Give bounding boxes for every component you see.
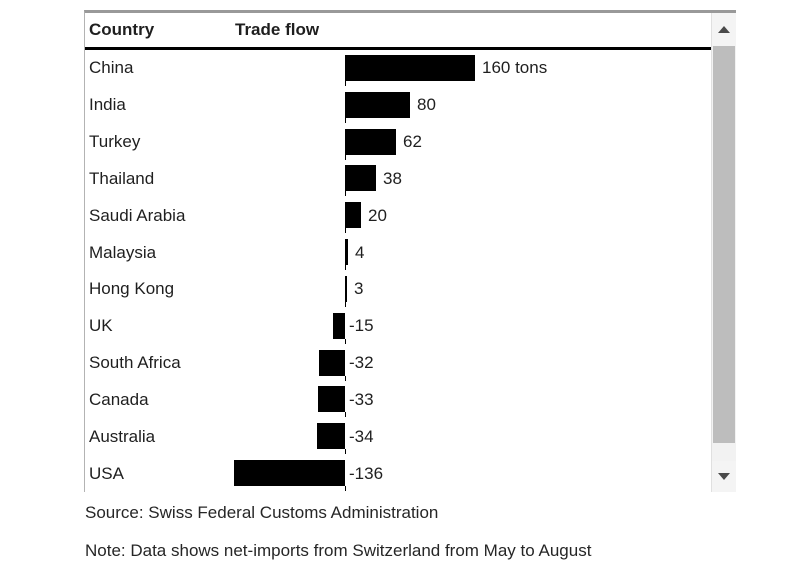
chart-row: UK -15 xyxy=(85,308,711,345)
trade-flow-chart-panel: Country Trade flow China 160 tons India 80 T… xyxy=(84,10,736,492)
scrollbar-thumb[interactable] xyxy=(713,46,735,443)
country-label: Turkey xyxy=(89,132,141,152)
baseline-tick xyxy=(345,338,346,344)
value-label: 20 xyxy=(368,205,387,225)
trade-flow-bar xyxy=(234,460,345,487)
baseline-tick xyxy=(345,228,346,234)
value-label: -34 xyxy=(349,426,374,446)
baseline-tick xyxy=(345,117,346,123)
country-label: Canada xyxy=(89,389,149,409)
chart-row: Malaysia 4 xyxy=(85,234,711,271)
chart-row: China 160 tons xyxy=(85,50,711,87)
value-label: -15 xyxy=(349,316,374,336)
value-label: 80 xyxy=(417,95,436,115)
value-label: -33 xyxy=(349,389,374,409)
trade-flow-bar xyxy=(318,386,345,413)
baseline-tick xyxy=(345,375,346,381)
scrollbar-track[interactable] xyxy=(712,443,736,461)
trade-flow-bar xyxy=(345,275,347,302)
value-label: -136 xyxy=(349,463,384,483)
baseline-tick xyxy=(345,301,346,307)
country-label: Australia xyxy=(89,426,156,446)
column-header-country: Country xyxy=(89,20,155,39)
chart-row: Canada -33 xyxy=(85,381,711,418)
value-label: -32 xyxy=(349,353,374,373)
country-label: Saudi Arabia xyxy=(89,205,186,225)
baseline-tick xyxy=(345,449,346,455)
chart-row: USA -136 xyxy=(85,455,711,492)
trade-flow-bar xyxy=(319,349,345,376)
note-text: Note: Data shows net-imports from Switze… xyxy=(85,541,592,560)
scrollbar-up-button[interactable] xyxy=(712,13,736,46)
country-label: India xyxy=(89,95,126,115)
vertical-scrollbar[interactable] xyxy=(711,13,736,492)
country-label: Thailand xyxy=(89,168,155,188)
country-label: South Africa xyxy=(89,353,181,373)
trade-flow-bar xyxy=(345,165,376,192)
chart-row: Australia -34 xyxy=(85,418,711,455)
table-header-row: Country Trade flow xyxy=(85,13,711,50)
value-label: 62 xyxy=(403,132,422,152)
chart-row: Hong Kong 3 xyxy=(85,271,711,308)
trade-flow-bar xyxy=(333,312,345,339)
country-label: China xyxy=(89,58,134,78)
column-header-trade-flow: Trade flow xyxy=(235,20,320,39)
chart-row: Saudi Arabia 20 xyxy=(85,197,711,234)
chart-row: India 80 xyxy=(85,87,711,124)
country-label: UK xyxy=(89,316,113,336)
source-text: Source: Swiss Federal Customs Administra… xyxy=(85,503,439,522)
triangle-down-icon xyxy=(718,473,730,480)
chart-row: South Africa -32 xyxy=(85,345,711,382)
baseline-tick xyxy=(345,191,346,197)
value-label: 4 xyxy=(355,242,365,262)
trade-flow-bar xyxy=(317,423,345,450)
value-label: 38 xyxy=(383,168,402,188)
triangle-up-icon xyxy=(718,26,730,33)
value-label: 160 tons xyxy=(482,58,548,78)
chart-rows-area: China 160 tons India 80 Turkey 62 Thailand 38 Sa… xyxy=(85,50,711,492)
trade-flow-bar xyxy=(345,239,348,266)
baseline-tick xyxy=(345,412,346,418)
baseline-tick xyxy=(345,486,346,492)
baseline-tick xyxy=(345,81,346,86)
value-label: 3 xyxy=(354,279,364,299)
baseline-tick xyxy=(345,154,346,160)
trade-flow-bar xyxy=(345,55,475,81)
trade-flow-bar xyxy=(345,91,410,118)
chart-content: Country Trade flow China 160 tons India 80 T… xyxy=(85,13,711,492)
country-label: USA xyxy=(89,463,124,483)
chart-row: Turkey 62 xyxy=(85,124,711,161)
trade-flow-bar xyxy=(345,128,396,155)
baseline-tick xyxy=(345,265,346,271)
country-label: Hong Kong xyxy=(89,279,175,299)
country-label: Malaysia xyxy=(89,242,157,262)
scrollbar-down-button[interactable] xyxy=(712,461,736,492)
chart-row: Thailand 38 xyxy=(85,160,711,197)
trade-flow-bar xyxy=(345,202,361,229)
